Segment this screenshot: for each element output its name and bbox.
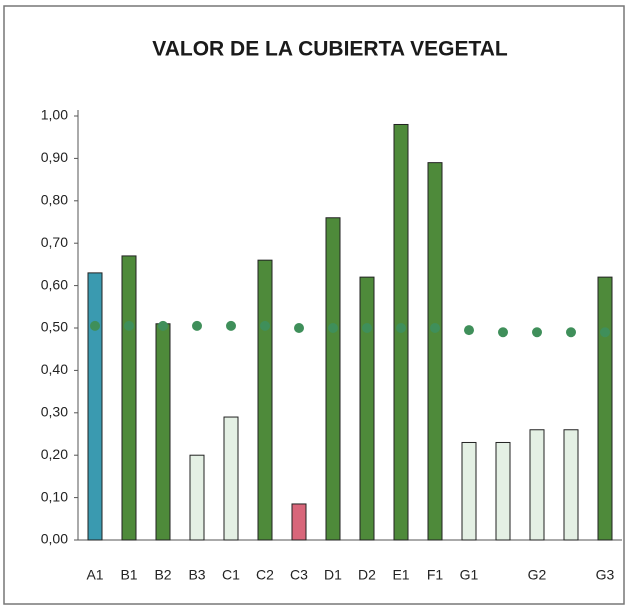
bar [359, 276, 375, 541]
y-tick-label: 0,20 [41, 446, 68, 462]
dot [226, 320, 236, 331]
x-tick-label: G1 [460, 567, 479, 583]
y-tick-label: 0,40 [41, 361, 68, 377]
bar [529, 429, 545, 541]
x-tick-label: F1 [427, 567, 444, 583]
x-tick-label: A1 [86, 567, 103, 583]
y-tick-label: 0,50 [41, 319, 68, 335]
y-tick-label: 0,00 [41, 531, 68, 547]
bar [461, 441, 477, 541]
x-tick-label: B3 [188, 567, 205, 583]
bar [291, 503, 307, 541]
y-tick-label: 0,90 [41, 149, 68, 165]
dot [498, 327, 508, 338]
dot [90, 320, 100, 331]
y-tick-label: 0,80 [41, 192, 68, 208]
y-tick-label: 0,70 [41, 234, 68, 250]
x-tick-label: G3 [596, 567, 615, 583]
dot [396, 323, 406, 333]
bar [87, 272, 103, 541]
frame [3, 5, 625, 605]
bar [121, 255, 137, 541]
x-tick-label: C3 [290, 567, 308, 583]
y-tick-label: 0,30 [41, 404, 68, 420]
x-tick-label: E1 [392, 567, 409, 583]
y-tick-label: 0,10 [41, 488, 68, 504]
bar [495, 441, 511, 541]
dot [532, 327, 542, 338]
bar [155, 323, 171, 541]
dot [362, 323, 372, 333]
bar [427, 162, 443, 541]
dot [566, 327, 576, 338]
dot [464, 325, 474, 336]
dot [430, 323, 440, 333]
y-tick-label: 1,00 [41, 107, 68, 123]
x-tick-label: C1 [222, 567, 240, 583]
bar [257, 259, 273, 541]
y-tick-label: 0,60 [41, 276, 68, 292]
bar [563, 429, 579, 541]
dot [158, 320, 168, 331]
bar [223, 416, 239, 541]
dot [124, 320, 134, 331]
bar [597, 276, 613, 541]
bar [189, 454, 205, 541]
x-tick-label: C2 [256, 567, 274, 583]
dot [192, 320, 202, 331]
x-tick-label: D2 [358, 567, 376, 583]
x-tick-label: B1 [120, 567, 137, 583]
dot [260, 320, 270, 331]
chart-title: VALOR DE LA CUBIERTA VEGETAL [152, 38, 508, 61]
x-tick-label: G2 [528, 567, 547, 583]
dot [294, 323, 304, 333]
dot [600, 327, 610, 338]
x-tick-label: B2 [154, 567, 171, 583]
dot [328, 323, 338, 333]
x-tick-label: D1 [324, 567, 342, 583]
bar [325, 217, 341, 541]
